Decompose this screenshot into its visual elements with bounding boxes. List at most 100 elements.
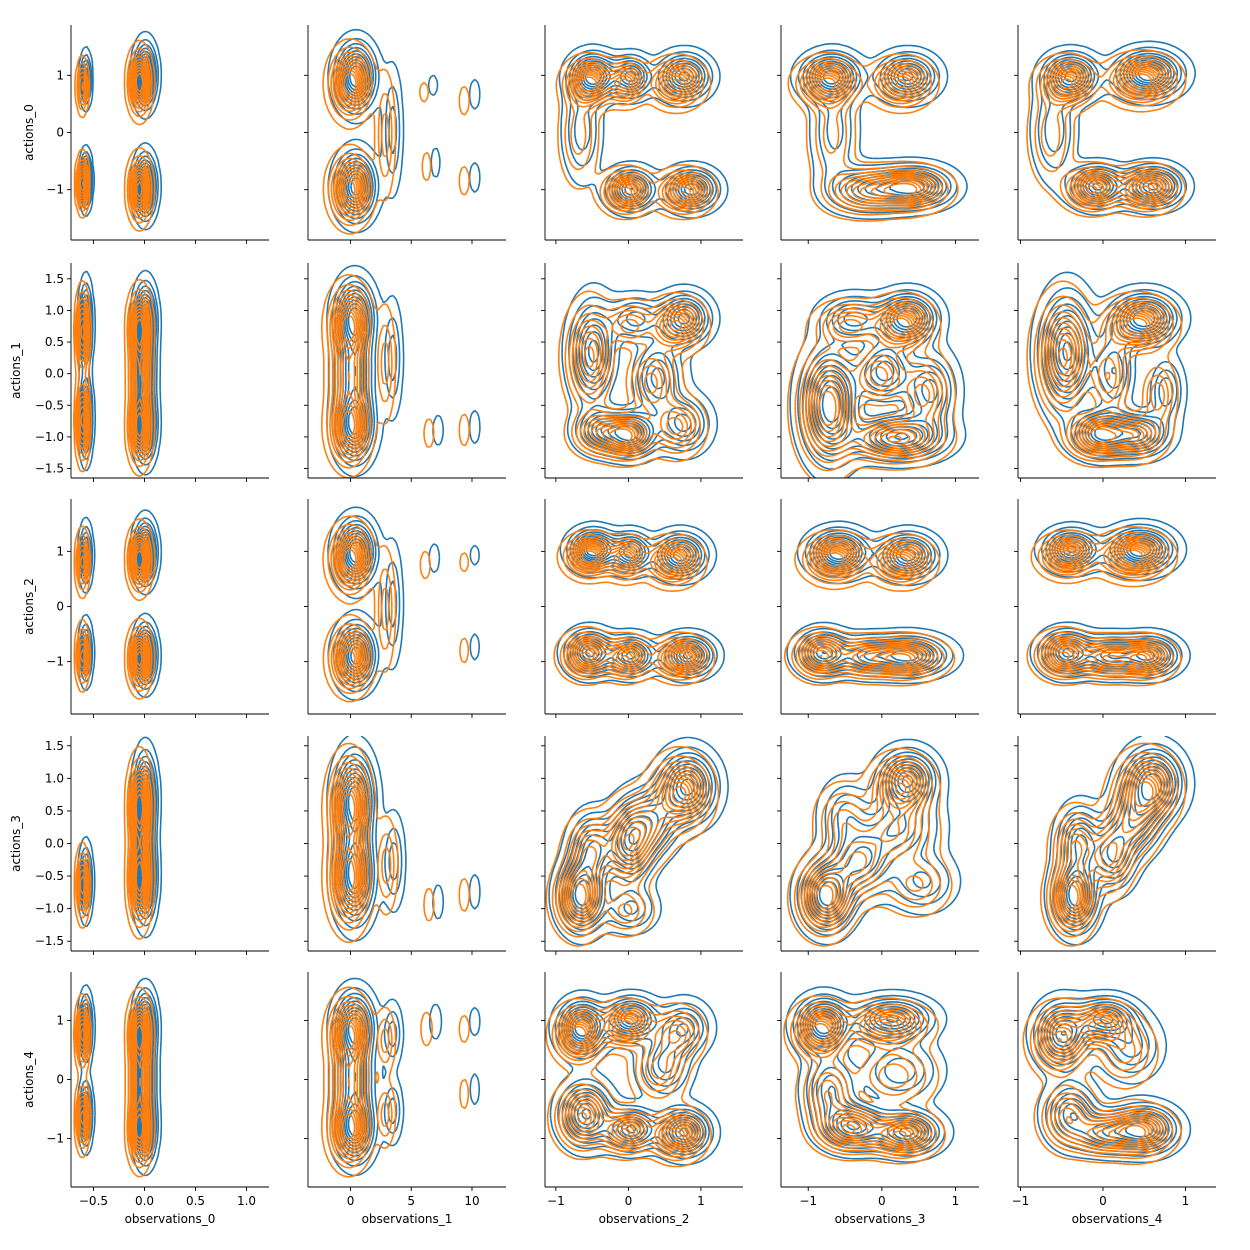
kde-contour (545, 996, 712, 1168)
kde-contour (339, 66, 361, 206)
kde-contour (810, 70, 929, 203)
y-tick-label: 1.5 (45, 272, 64, 286)
y-tick-label: −0.5 (35, 869, 64, 883)
kde-contour (555, 51, 719, 221)
kde-contour (1048, 65, 1165, 203)
kde-contour (797, 760, 933, 933)
kde-contour (1053, 547, 1152, 667)
kde-contour (565, 61, 708, 212)
y-tick-label: −0.5 (35, 398, 64, 412)
kde-contour (79, 777, 148, 909)
kde-contour (562, 1013, 693, 1151)
kde-series-1 (1029, 271, 1192, 467)
kde-contour (806, 546, 924, 671)
kde-contour (819, 552, 912, 665)
y-tick-label: −1.0 (35, 902, 64, 916)
kde-contour (343, 72, 357, 199)
kde-contour (134, 1020, 145, 1144)
kde-contour (553, 528, 716, 687)
y-tick-label: −1.5 (35, 462, 64, 476)
kde-contour (80, 311, 146, 445)
kde-contour (75, 293, 151, 462)
kde-contour (132, 541, 147, 676)
kde-series-2 (555, 51, 719, 221)
kde-contour (329, 761, 392, 924)
kde-contour (342, 792, 356, 893)
kde-contour (338, 784, 360, 902)
y-tick-label: 1 (56, 544, 64, 558)
kde-contour (805, 306, 936, 456)
kde-series-2 (321, 986, 470, 1178)
panel-actions_3-vs-observations_4 (1014, 736, 1216, 955)
kde-contour (567, 63, 705, 210)
kde-contour (1053, 314, 1151, 446)
kde-contour (564, 774, 696, 919)
panel-actions_4-vs-observations_2: −1 0 1 observations_2 (541, 972, 743, 1226)
kde-contour (1057, 317, 1148, 444)
x-tick-label: 1 (1182, 1194, 1190, 1208)
kde-contour (560, 1010, 696, 1153)
kde-contour (332, 532, 368, 686)
panel-actions_3-vs-observations_1 (304, 736, 506, 955)
kde-contour (335, 776, 363, 910)
kde-contour (77, 769, 150, 917)
y-tick-label: 0.5 (45, 804, 64, 818)
kde-contour (1050, 545, 1155, 669)
kde-contour (326, 995, 393, 1169)
kde-contour (76, 1005, 150, 1160)
kde-contour (786, 520, 965, 685)
kde-contour (786, 747, 953, 947)
kde-contour (331, 293, 367, 459)
kde-contour (570, 785, 687, 909)
kde-contour (73, 278, 156, 477)
x-tick-label: 0 (625, 1194, 633, 1208)
x-tick-label: 0 (878, 1194, 886, 1208)
kde-series-1 (326, 736, 481, 942)
kde-contour (545, 745, 720, 947)
kde-contour (80, 1017, 146, 1147)
kde-contour (1029, 517, 1191, 685)
kde-contour (576, 71, 695, 201)
kde-contour (1034, 55, 1179, 213)
kde-contour (1059, 73, 1152, 194)
kde-contour (74, 288, 153, 468)
kde-contour (785, 986, 955, 1163)
kde-contour (808, 68, 932, 205)
kde-contour (564, 298, 705, 462)
kde-contour (73, 518, 156, 700)
kde-contour (811, 1022, 908, 1141)
kde-contour (135, 549, 144, 667)
kde-contour (76, 530, 151, 688)
kde-contour (1042, 60, 1170, 207)
kde-contour (560, 768, 701, 925)
kde-contour (321, 273, 470, 478)
kde-contour (795, 537, 939, 679)
kde-contour (804, 1015, 919, 1147)
kde-contour (807, 308, 931, 454)
x-axis-label: observations_3 (835, 1212, 926, 1226)
kde-contour (566, 539, 702, 676)
panel-actions_4-vs-observations_1: 0 5 10 observations_1 (304, 972, 506, 1226)
panel-actions_1-vs-observations_4 (1014, 263, 1216, 482)
kde-series-2 (1026, 526, 1182, 687)
kde-contour (82, 72, 144, 198)
x-axis-label: observations_2 (599, 1212, 690, 1226)
kde-contour (1040, 537, 1166, 676)
kde-contour (1026, 49, 1187, 218)
kde-contour (327, 46, 393, 227)
kde-contour (555, 1006, 702, 1158)
kde-series-2 (1022, 997, 1182, 1166)
kde-contour (1057, 549, 1148, 664)
x-tick-label: 0 (347, 1194, 355, 1208)
kde-contour (583, 316, 686, 448)
kde-contour (1039, 58, 1174, 210)
panel-actions_0-vs-observations_1 (304, 25, 506, 244)
kde-contour (805, 769, 920, 922)
kde-contour (568, 781, 691, 913)
kde-contour (548, 736, 729, 946)
x-tick-label: 1.0 (237, 1194, 256, 1208)
kde-contour (1033, 295, 1174, 463)
kde-contour (76, 52, 151, 220)
kde-series-2 (322, 515, 470, 703)
kde-contour (1040, 303, 1166, 457)
